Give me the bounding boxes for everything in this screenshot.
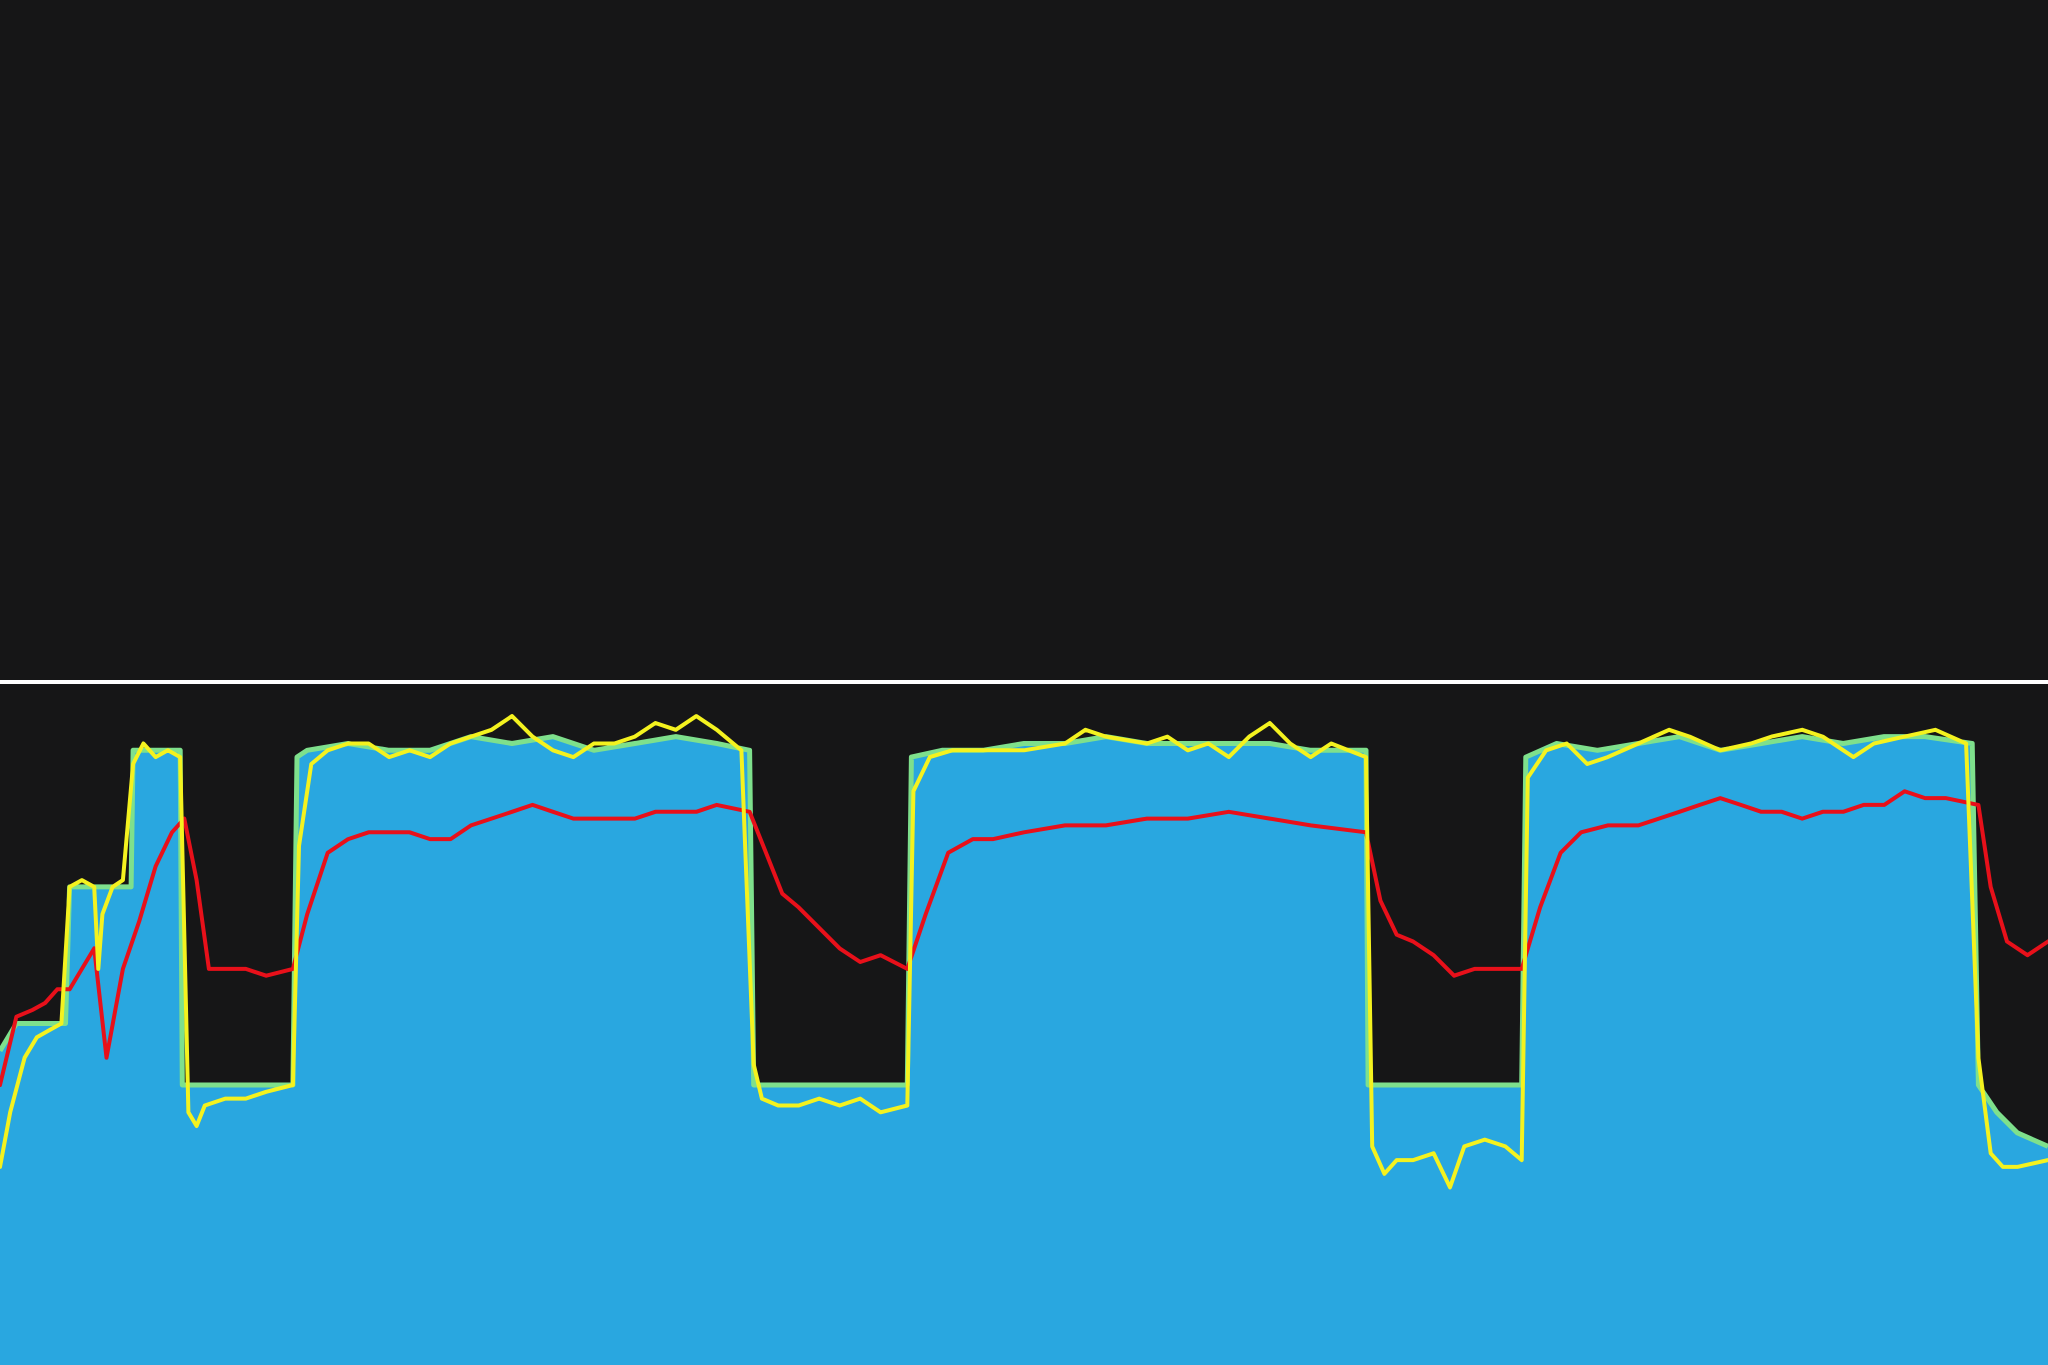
plot-area — [0, 680, 2048, 1365]
target-area-edge — [0, 734, 2048, 1149]
average-line — [0, 789, 2048, 1087]
target-area-fill — [0, 736, 2048, 1365]
actual-line — [0, 714, 2048, 1190]
